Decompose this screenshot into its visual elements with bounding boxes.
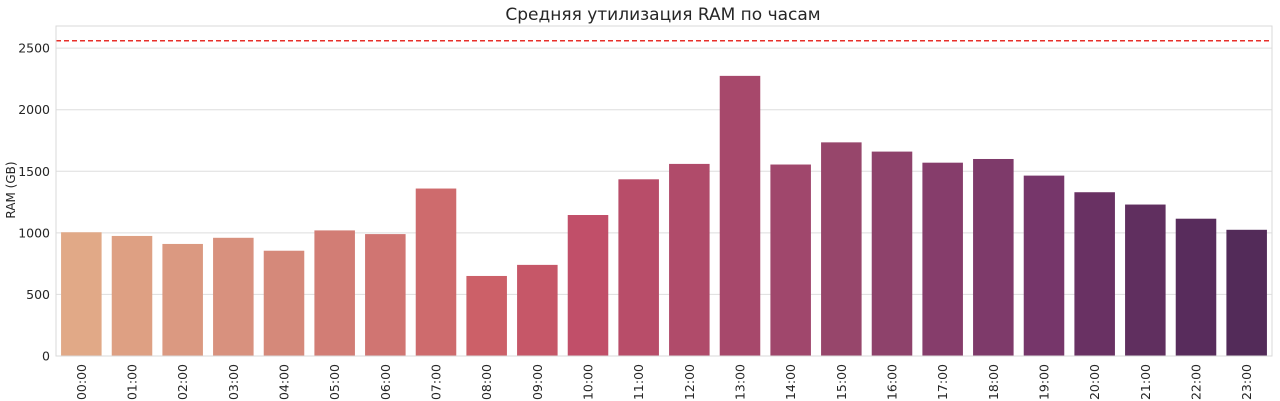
x-tick-label: 11:00 xyxy=(631,364,646,400)
y-axis-ticks: 0 500 1000 1500 2000 2500 xyxy=(18,41,50,364)
bar-0800 xyxy=(466,275,507,356)
bar-2000 xyxy=(1074,192,1115,356)
x-tick-label: 12:00 xyxy=(682,364,697,400)
x-tick-label: 18:00 xyxy=(986,364,1001,400)
chart-title: Средняя утилизация RAM по часам xyxy=(505,5,820,25)
bar-1900 xyxy=(1023,175,1065,356)
x-tick-label: 16:00 xyxy=(885,364,900,400)
bars xyxy=(61,75,1267,357)
bar-1600 xyxy=(871,151,913,356)
bar-1700 xyxy=(922,162,963,356)
x-tick-label: 10:00 xyxy=(581,364,596,400)
bar-0600 xyxy=(365,234,406,356)
y-tick-label: 500 xyxy=(26,287,50,302)
bar-1200 xyxy=(669,163,710,356)
bar-2100 xyxy=(1125,204,1166,356)
bar-2300 xyxy=(1226,229,1267,356)
plot-frame xyxy=(55,25,1273,357)
x-tick-label: 08:00 xyxy=(479,364,494,400)
x-tick-label: 02:00 xyxy=(175,364,190,400)
x-tick-label: 23:00 xyxy=(1239,364,1254,400)
x-tick-label: 17:00 xyxy=(935,364,950,400)
bar-1000 xyxy=(567,215,609,356)
bar-1500 xyxy=(821,142,862,356)
bar-1800 xyxy=(973,158,1014,356)
bar-0400 xyxy=(263,250,305,356)
x-tick-label: 22:00 xyxy=(1189,364,1204,400)
x-tick-label: 07:00 xyxy=(429,364,444,400)
y-tick-label: 0 xyxy=(42,349,50,364)
x-tick-label: 04:00 xyxy=(277,364,292,400)
x-tick-label: 19:00 xyxy=(1037,364,1052,400)
y-tick-label: 2000 xyxy=(18,102,50,117)
bar-1400 xyxy=(770,164,811,356)
y-tick-label: 2500 xyxy=(18,41,50,56)
x-tick-label: 00:00 xyxy=(74,364,89,400)
bar-0700 xyxy=(415,188,457,356)
x-tick-label: 03:00 xyxy=(226,364,241,400)
bar-0200 xyxy=(162,243,203,356)
y-tick-label: 1000 xyxy=(18,225,50,240)
bar-1100 xyxy=(618,179,659,356)
bar-2200 xyxy=(1175,218,1217,356)
bar-0100 xyxy=(111,235,153,356)
x-tick-label: 09:00 xyxy=(530,364,545,400)
bar-0900 xyxy=(517,264,558,356)
bar-0300 xyxy=(213,237,254,356)
x-tick-label: 05:00 xyxy=(327,364,342,400)
x-tick-label: 20:00 xyxy=(1087,364,1102,400)
y-axis-label: RAM (GB) xyxy=(4,161,18,218)
x-tick-label: 01:00 xyxy=(125,364,140,400)
x-tick-label: 15:00 xyxy=(834,364,849,400)
x-tick-label: 13:00 xyxy=(733,364,748,400)
x-tick-label: 21:00 xyxy=(1138,364,1153,400)
x-axis-ticks: 00:00 01:00 02:00 03:00 04:00 05:00 06:00 07:00… xyxy=(74,364,1254,400)
bar-0000 xyxy=(61,232,102,356)
x-tick-label: 06:00 xyxy=(378,364,393,400)
x-tick-label: 14:00 xyxy=(783,364,798,400)
bar-1300 xyxy=(719,75,761,357)
y-tick-label: 1500 xyxy=(18,164,50,179)
bar-0500 xyxy=(314,230,355,356)
